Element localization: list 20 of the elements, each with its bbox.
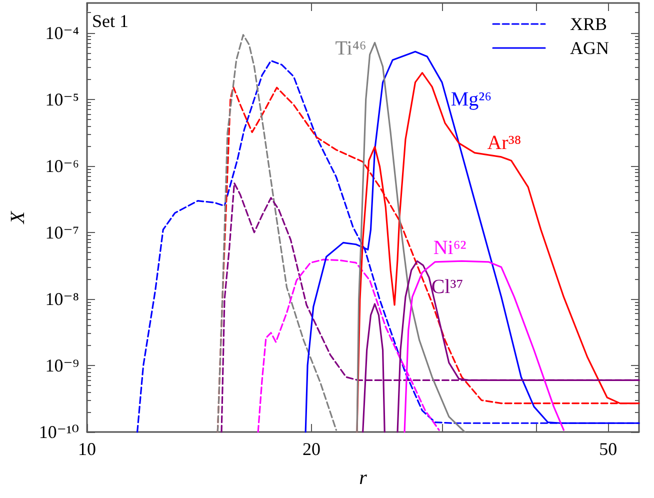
annotation: Ni⁶² (433, 237, 466, 260)
annotation: Cl³⁷ (431, 276, 464, 298)
x-axis-title: r (359, 467, 368, 489)
annotation: Mg²⁶ (450, 88, 492, 111)
y-tick-label: 10⁻⁹ (45, 355, 80, 376)
legend-label: XRB (570, 14, 608, 34)
x-tick-label: 20 (302, 439, 320, 459)
y-tick-label: 10⁻¹⁰ (38, 422, 80, 442)
y-tick-label: 10⁻⁵ (45, 89, 80, 110)
y-axis-title: X (7, 210, 29, 225)
y-tick-label: 10⁻⁴ (45, 22, 80, 43)
chart-title: Set 1 (92, 11, 129, 31)
legend-label: AGN (570, 38, 610, 58)
x-tick-label: 10 (78, 439, 96, 459)
annotation: Ar³⁸ (487, 132, 522, 154)
y-tick-label: 10⁻⁸ (45, 288, 80, 309)
y-tick-label: 10⁻⁶ (45, 156, 80, 176)
y-tick-label: 10⁻⁷ (45, 222, 80, 242)
x-tick-label: 50 (599, 439, 618, 459)
annotation: Ti⁴⁶ (335, 38, 366, 60)
